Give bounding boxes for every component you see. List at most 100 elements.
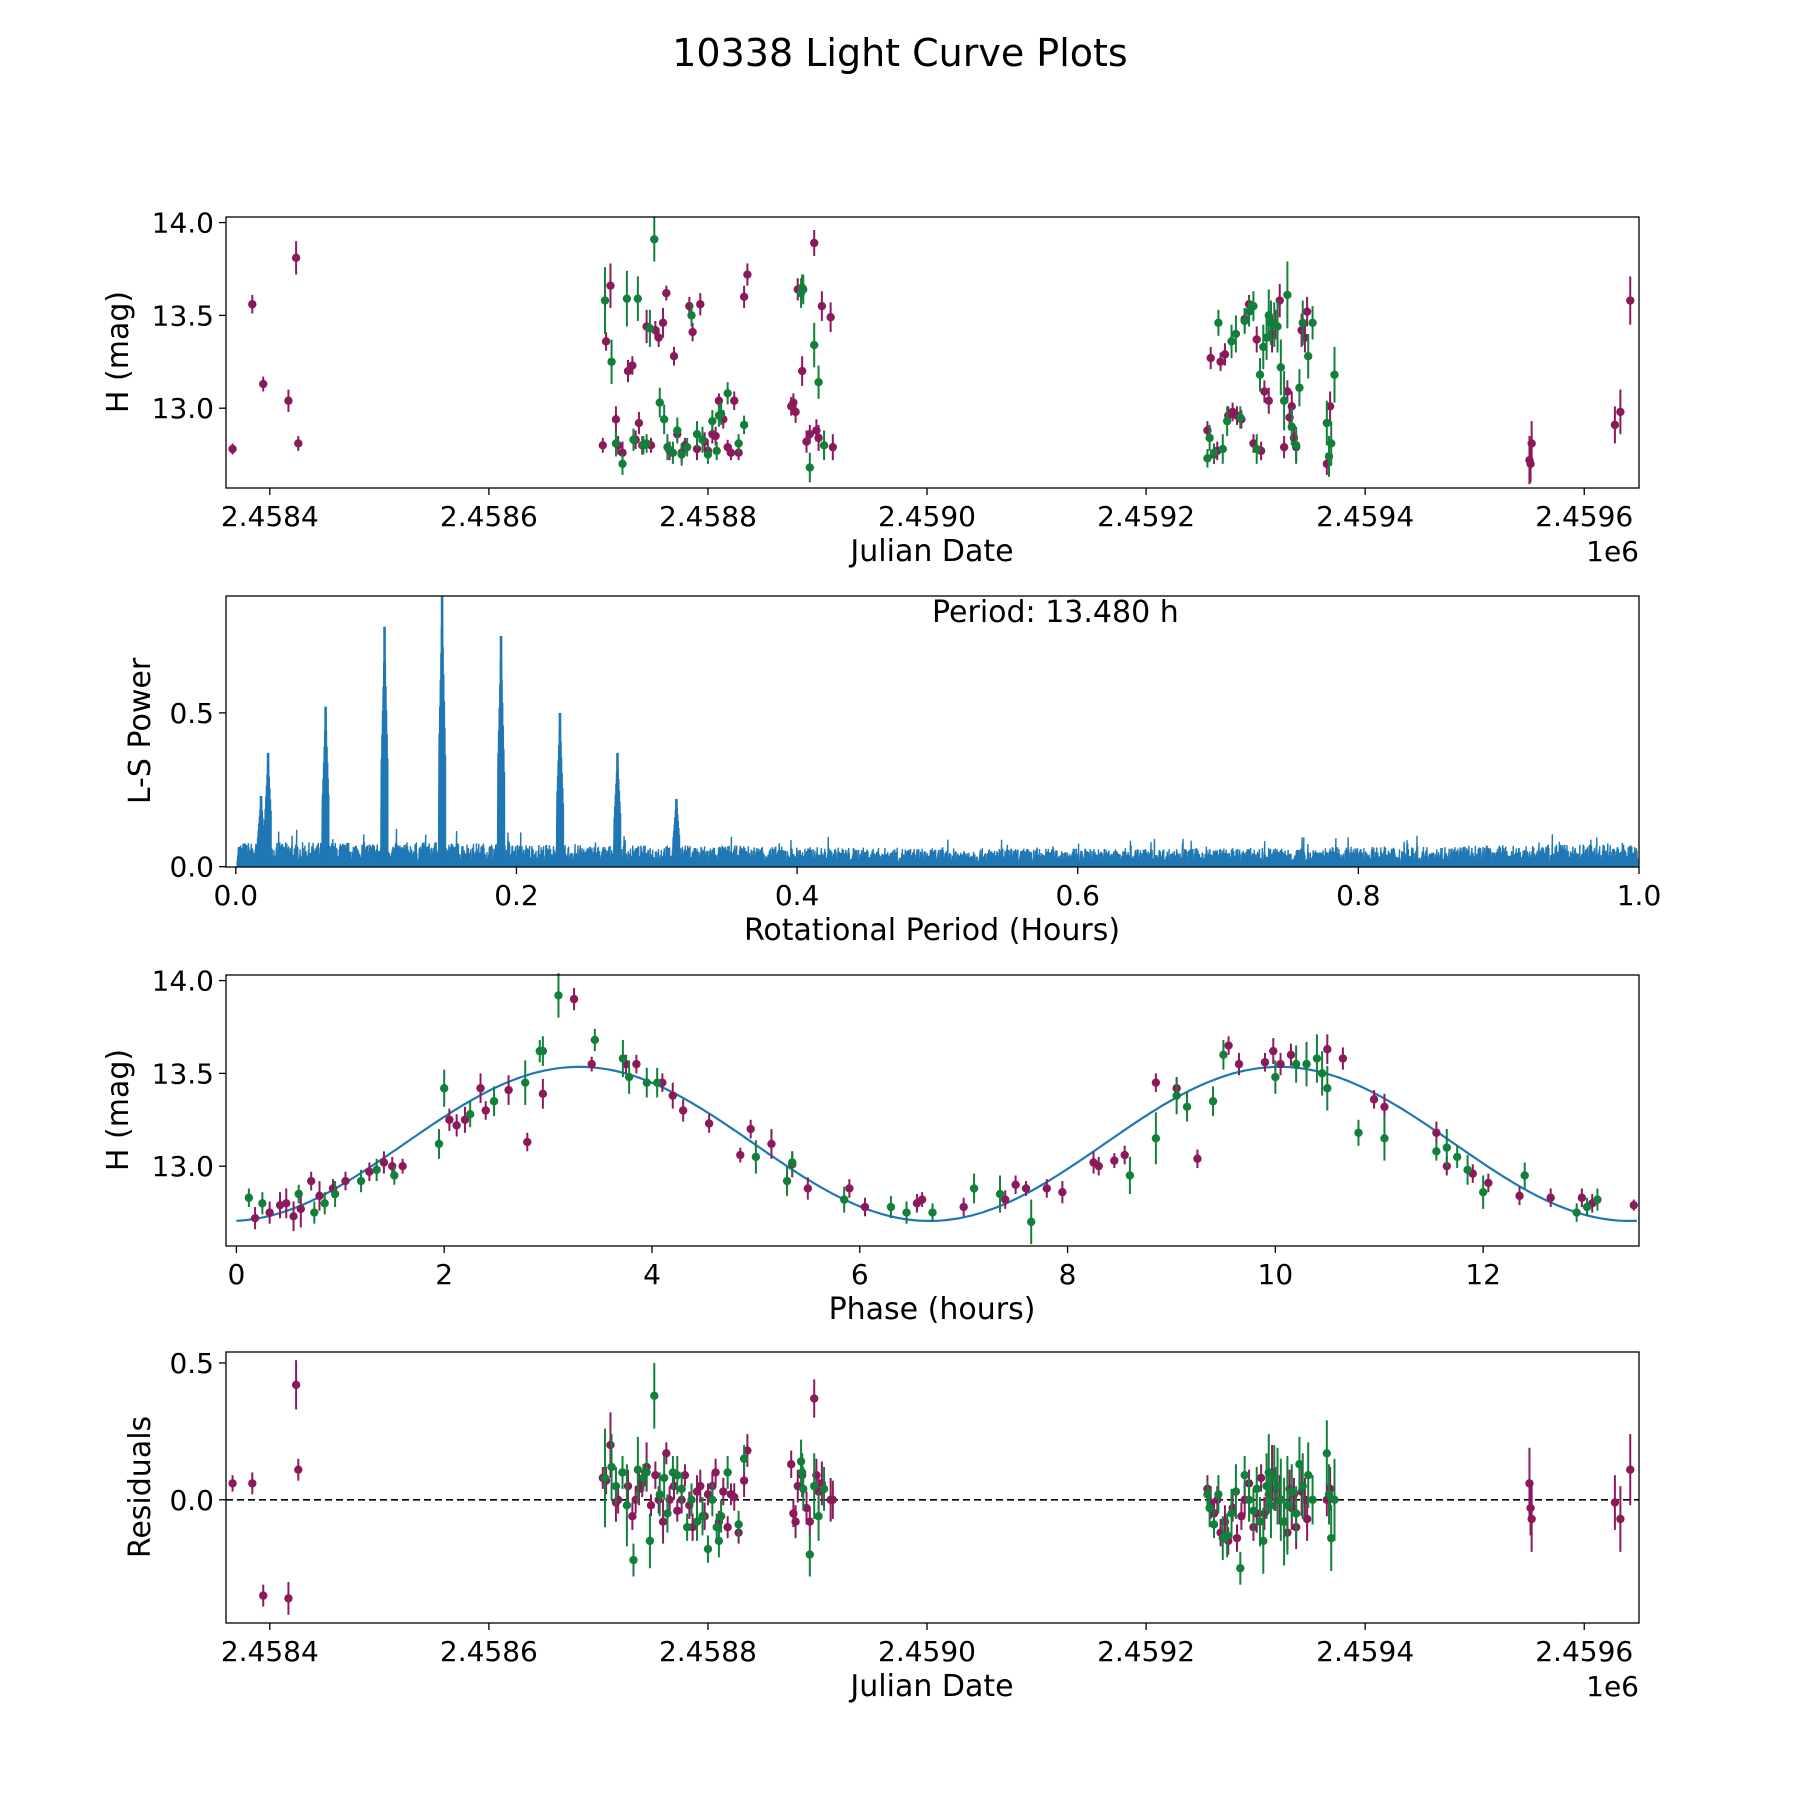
phased-point bbox=[1001, 1195, 1010, 1204]
phased-point bbox=[1380, 1134, 1389, 1143]
phased-point bbox=[782, 1176, 792, 1186]
phased-point bbox=[521, 1078, 530, 1087]
phased-point bbox=[320, 1199, 329, 1208]
residuals-point bbox=[1526, 1503, 1535, 1513]
residuals-point bbox=[819, 1484, 829, 1494]
phased-point bbox=[1193, 1154, 1202, 1163]
lightcurve-point bbox=[739, 420, 749, 430]
lightcurve-point bbox=[726, 448, 736, 457]
lightcurve-point bbox=[1273, 322, 1282, 331]
lightcurve-point bbox=[655, 398, 664, 407]
phased-point bbox=[439, 1084, 449, 1093]
lightcurve-point bbox=[1252, 444, 1261, 454]
phased-point bbox=[306, 1176, 316, 1186]
lightcurve-point bbox=[791, 407, 800, 417]
periodogram-xtick-label: 0.8 bbox=[1336, 879, 1381, 912]
residuals-xtick-label: 2.4590 bbox=[878, 1635, 976, 1668]
residuals-point bbox=[651, 1470, 660, 1480]
phased-point bbox=[1021, 1184, 1031, 1193]
residuals-point bbox=[739, 1454, 749, 1463]
residuals-point bbox=[618, 1468, 627, 1477]
residuals-point bbox=[663, 1509, 672, 1518]
phased-point bbox=[1224, 1041, 1233, 1050]
residuals-point bbox=[1214, 1490, 1223, 1499]
residuals-point bbox=[1232, 1533, 1242, 1543]
phased-point bbox=[460, 1115, 470, 1124]
lightcurve-point bbox=[645, 324, 655, 333]
residuals-point bbox=[1304, 1470, 1313, 1480]
phased-point bbox=[959, 1202, 968, 1212]
phased-point bbox=[1120, 1150, 1129, 1160]
lightcurve-point bbox=[819, 441, 829, 450]
residuals-point bbox=[1209, 1520, 1219, 1529]
phased-point bbox=[995, 1189, 1005, 1199]
residuals-point bbox=[1259, 1536, 1268, 1546]
phased-point bbox=[258, 1199, 267, 1208]
phased-point bbox=[1515, 1191, 1524, 1201]
periodogram-power-line bbox=[236, 598, 1639, 867]
lightcurve-point bbox=[1259, 342, 1268, 352]
lightcurve-ytick-label: 13.5 bbox=[152, 299, 214, 332]
residuals-ytick-label: 0.5 bbox=[169, 1347, 214, 1380]
phased-xtick-label: 6 bbox=[851, 1258, 869, 1291]
residuals-point bbox=[711, 1468, 720, 1477]
lightcurve-point bbox=[228, 444, 237, 454]
lightcurve-ytick-label: 13.0 bbox=[152, 392, 214, 425]
residuals-point bbox=[1276, 1495, 1286, 1505]
phased-ylabel: H (mag) bbox=[101, 1049, 136, 1171]
periodogram-annotation: Period: 13.480 h bbox=[932, 595, 1179, 630]
lightcurve-point bbox=[1220, 350, 1230, 359]
residuals-point bbox=[723, 1522, 732, 1532]
phased-point bbox=[554, 991, 563, 1000]
residuals-point bbox=[1295, 1460, 1304, 1469]
lightcurve-point bbox=[1283, 387, 1292, 396]
phased-point bbox=[315, 1191, 324, 1201]
lightcurve-xtick-label: 2.4584 bbox=[221, 500, 319, 533]
lightcurve-point bbox=[1626, 296, 1635, 305]
phased-point bbox=[434, 1139, 444, 1149]
residuals-point bbox=[805, 1517, 815, 1526]
residuals-point bbox=[1222, 1531, 1232, 1540]
lightcurve-point bbox=[622, 294, 632, 303]
lightcurve-point bbox=[1302, 307, 1312, 316]
phased-point bbox=[294, 1189, 303, 1199]
lightcurve-point bbox=[799, 285, 808, 294]
phased-point bbox=[452, 1121, 461, 1130]
lightcurve-point bbox=[703, 450, 713, 459]
phased-point bbox=[1354, 1128, 1363, 1137]
phased-point bbox=[1520, 1171, 1529, 1180]
lightcurve-axes-frame bbox=[225, 216, 1640, 489]
phased-point bbox=[310, 1208, 319, 1217]
phased-point bbox=[372, 1165, 381, 1175]
phased-point bbox=[668, 1091, 677, 1100]
residuals-point bbox=[1291, 1509, 1301, 1518]
residuals-point bbox=[730, 1492, 739, 1502]
residuals-point bbox=[1255, 1517, 1265, 1526]
periodogram-ticks: 0.0 0.2 0.4 0.6 0.8 1.0 0.0 0.5 bbox=[169, 697, 1661, 912]
residuals-xtick-label: 2.4594 bbox=[1316, 1635, 1414, 1668]
lightcurve-xtick-label: 2.4586 bbox=[440, 500, 538, 533]
residuals-point bbox=[1236, 1564, 1245, 1573]
residuals-point bbox=[703, 1544, 713, 1554]
phased-point bbox=[1219, 1050, 1228, 1060]
phased-point bbox=[746, 1124, 755, 1134]
residuals-point bbox=[810, 1394, 819, 1403]
lightcurve-point bbox=[810, 340, 819, 350]
residuals-point bbox=[1279, 1517, 1289, 1526]
lightcurve-point bbox=[662, 288, 671, 298]
residuals-point bbox=[645, 1536, 655, 1546]
phased-point bbox=[1125, 1171, 1135, 1180]
lightcurve-xtick-label: 2.4588 bbox=[659, 500, 757, 533]
lightcurve-point bbox=[677, 450, 686, 459]
phased-point bbox=[1058, 1187, 1067, 1197]
lightcurve-point bbox=[1218, 444, 1227, 454]
phased-point bbox=[538, 1046, 548, 1056]
phased-point bbox=[465, 1110, 475, 1119]
lightcurve-point bbox=[696, 300, 705, 309]
phased-point bbox=[390, 1171, 399, 1180]
residuals-point bbox=[673, 1470, 682, 1480]
lightcurve-point bbox=[797, 366, 807, 376]
phased-ticks: 0 2 4 6 8 10 12 13.0 13.5 14.0 bbox=[152, 965, 1501, 1291]
lightcurve-point bbox=[692, 444, 702, 454]
residuals-xtick-label: 2.4596 bbox=[1535, 1635, 1633, 1668]
